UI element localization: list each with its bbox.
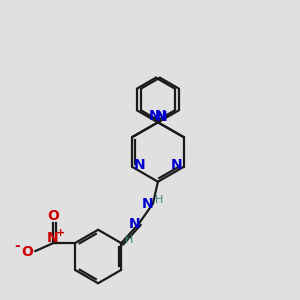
Text: -: -: [15, 239, 20, 253]
Text: N: N: [171, 158, 182, 172]
Text: N: N: [155, 109, 167, 123]
Text: N: N: [142, 197, 154, 212]
Text: N: N: [133, 158, 145, 172]
Text: N: N: [128, 217, 140, 231]
Text: N: N: [156, 110, 168, 124]
Text: H: H: [125, 235, 134, 245]
Text: N: N: [46, 231, 58, 245]
Text: +: +: [56, 228, 65, 238]
Text: O: O: [21, 245, 33, 259]
Text: N: N: [149, 109, 161, 123]
Text: H: H: [155, 194, 163, 205]
Text: O: O: [47, 209, 59, 224]
